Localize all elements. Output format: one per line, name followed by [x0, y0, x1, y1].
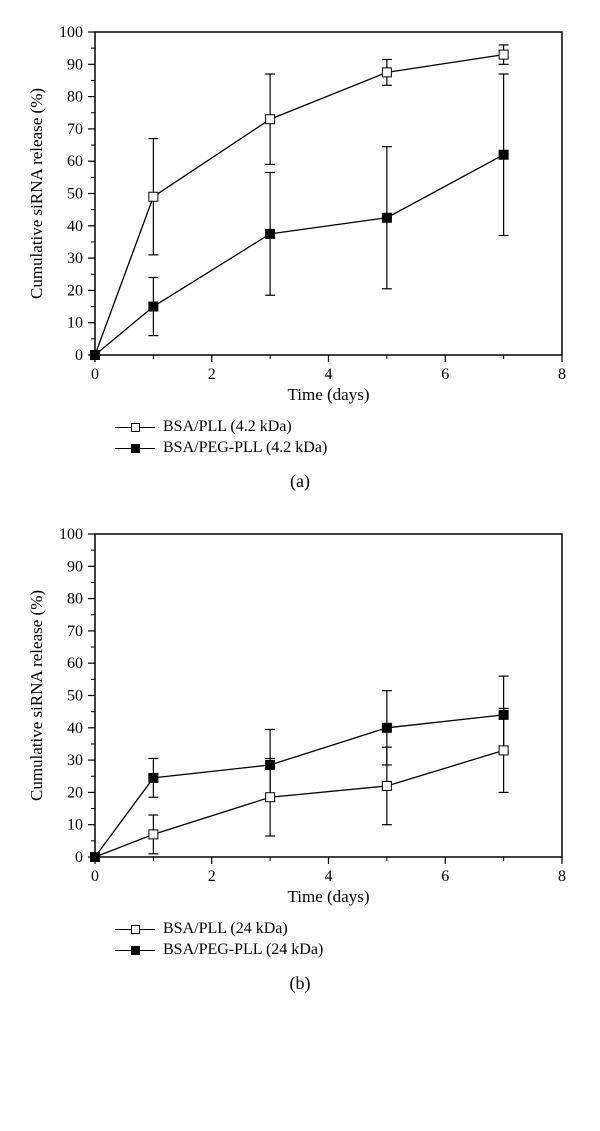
svg-text:0: 0 — [91, 366, 99, 383]
figure-panel: 0 10 20 30 40 50 60 70 80 90 100 0 2 4 6 8 Time (days) Cu… — [20, 20, 580, 492]
svg-text:4: 4 — [325, 366, 333, 383]
panel-label: (a) — [20, 471, 580, 492]
svg-text:8: 8 — [558, 868, 566, 885]
panel-label: (b) — [20, 973, 580, 994]
legend-label: BSA/PEG-PLL (24 kDa) — [163, 941, 323, 959]
svg-text:0: 0 — [75, 849, 83, 866]
svg-text:Cumulative siRNA release (%): Cumulative siRNA release (%) — [27, 88, 46, 299]
svg-text:80: 80 — [67, 591, 83, 608]
svg-text:40: 40 — [67, 720, 83, 737]
svg-text:20: 20 — [67, 784, 83, 801]
svg-text:30: 30 — [67, 250, 83, 267]
svg-text:8: 8 — [558, 366, 566, 383]
svg-text:10: 10 — [67, 817, 83, 834]
svg-text:6: 6 — [441, 868, 449, 885]
svg-text:90: 90 — [67, 56, 83, 73]
svg-text:Cumulative siRNA release (%): Cumulative siRNA release (%) — [27, 590, 46, 801]
legend-item: BSA/PLL (4.2 kDa) — [115, 418, 580, 436]
svg-text:2: 2 — [208, 366, 216, 383]
svg-text:70: 70 — [67, 121, 83, 138]
svg-text:100: 100 — [59, 526, 83, 543]
svg-text:6: 6 — [441, 366, 449, 383]
svg-text:60: 60 — [67, 655, 83, 672]
svg-text:2: 2 — [208, 868, 216, 885]
svg-text:50: 50 — [67, 688, 83, 705]
legend-item: BSA/PLL (24 kDa) — [115, 920, 580, 938]
svg-text:0: 0 — [91, 868, 99, 885]
figure-panel: 0 10 20 30 40 50 60 70 80 90 100 0 2 4 6 8 Time (days) Cu… — [20, 522, 580, 994]
svg-text:Time (days): Time (days) — [287, 385, 369, 404]
svg-text:0: 0 — [75, 347, 83, 364]
chart-legend: BSA/PLL (4.2 kDa) BSA/PEG-PLL (4.2 kDa) — [115, 418, 580, 457]
svg-text:80: 80 — [67, 89, 83, 106]
svg-text:30: 30 — [67, 752, 83, 769]
legend-item: BSA/PEG-PLL (24 kDa) — [115, 941, 580, 959]
svg-text:40: 40 — [67, 218, 83, 235]
svg-text:90: 90 — [67, 558, 83, 575]
legend-item: BSA/PEG-PLL (4.2 kDa) — [115, 439, 580, 457]
svg-text:4: 4 — [325, 868, 333, 885]
chart-legend: BSA/PLL (24 kDa) BSA/PEG-PLL (24 kDa) — [115, 920, 580, 959]
svg-text:10: 10 — [67, 315, 83, 332]
svg-text:70: 70 — [67, 623, 83, 640]
svg-text:60: 60 — [67, 153, 83, 170]
chart-svg: 0 10 20 30 40 50 60 70 80 90 100 0 2 4 6 8 Time (days) Cu… — [20, 20, 580, 410]
legend-label: BSA/PLL (4.2 kDa) — [163, 418, 292, 436]
svg-text:100: 100 — [59, 24, 83, 41]
svg-text:50: 50 — [67, 186, 83, 203]
legend-label: BSA/PEG-PLL (4.2 kDa) — [163, 439, 327, 457]
legend-label: BSA/PLL (24 kDa) — [163, 920, 288, 938]
svg-text:Time (days): Time (days) — [287, 887, 369, 906]
chart-svg: 0 10 20 30 40 50 60 70 80 90 100 0 2 4 6 8 Time (days) Cu… — [20, 522, 580, 912]
svg-text:20: 20 — [67, 282, 83, 299]
